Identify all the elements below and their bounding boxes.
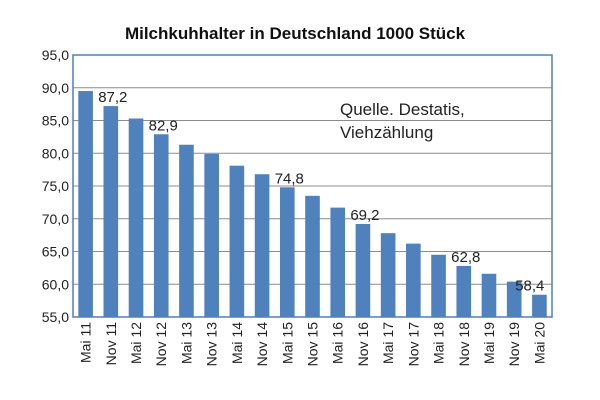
x-tick-label: Nov 15 bbox=[305, 322, 321, 367]
y-tick-label: 60,0 bbox=[42, 276, 69, 292]
x-tick-label: Mai 18 bbox=[431, 322, 447, 364]
y-axis-ticks: 55,0 60,0 65,0 70,0 75,0 80,0 85,0 90,0 95,0 bbox=[42, 47, 69, 325]
x-tick-label: Mai 16 bbox=[330, 322, 346, 364]
bar bbox=[78, 91, 93, 318]
y-tick-label: 90,0 bbox=[42, 80, 69, 96]
y-tick-label: 55,0 bbox=[42, 309, 69, 325]
data-label: 58,4 bbox=[515, 278, 544, 295]
x-tick-label: Nov 11 bbox=[103, 322, 119, 366]
bar bbox=[153, 134, 169, 317]
x-tick-label: Mai 15 bbox=[279, 322, 295, 364]
bar bbox=[103, 106, 119, 317]
x-tick-label: Nov 13 bbox=[204, 322, 220, 367]
data-label: 69,2 bbox=[350, 207, 379, 224]
y-tick-label: 85,0 bbox=[42, 113, 69, 129]
bar bbox=[254, 174, 270, 317]
x-tick-label: Nov 17 bbox=[405, 322, 421, 367]
x-tick-label: Mai 14 bbox=[229, 322, 245, 364]
x-tick-label: Nov 19 bbox=[506, 322, 522, 367]
bars bbox=[78, 91, 547, 318]
x-tick-label: Mai 11 bbox=[78, 322, 94, 363]
bar bbox=[305, 195, 320, 317]
bar bbox=[506, 281, 522, 317]
bar bbox=[204, 153, 219, 317]
x-tick-label: Mai 12 bbox=[128, 322, 144, 364]
data-label: 87,2 bbox=[98, 89, 127, 106]
bar bbox=[456, 265, 472, 317]
bar bbox=[532, 294, 547, 317]
x-tick-label: Mai 13 bbox=[178, 322, 194, 364]
data-label: 74,8 bbox=[275, 170, 304, 187]
data-label: 62,8 bbox=[451, 249, 480, 266]
bar bbox=[355, 223, 371, 317]
x-tick-label: Mai 17 bbox=[380, 322, 396, 364]
x-tick-label: Nov 16 bbox=[355, 322, 371, 367]
bar bbox=[279, 187, 295, 317]
bar bbox=[229, 165, 245, 317]
plot-frame bbox=[72, 54, 553, 318]
y-tick-label: 75,0 bbox=[42, 178, 69, 194]
bar bbox=[431, 254, 446, 317]
data-labels: 87,2 82,9 74,8 69,2 62,8 58,4 bbox=[98, 89, 544, 295]
bar bbox=[179, 144, 194, 317]
x-tick-label: Mai 20 bbox=[531, 322, 547, 364]
data-label: 82,9 bbox=[149, 117, 178, 134]
y-tick-label: 80,0 bbox=[42, 145, 69, 161]
x-tick-label: Nov 18 bbox=[456, 322, 472, 367]
y-tick-label: 70,0 bbox=[42, 211, 69, 227]
y-tick-label: 65,0 bbox=[42, 244, 69, 260]
bar bbox=[330, 207, 346, 317]
bar bbox=[380, 233, 396, 317]
bar bbox=[406, 243, 421, 317]
x-tick-label: Nov 14 bbox=[254, 322, 270, 367]
bar bbox=[481, 273, 497, 317]
x-tick-label: Nov 12 bbox=[153, 322, 169, 367]
annotation-source-line1: Quelle. Destatis, bbox=[340, 100, 465, 119]
y-tick-label: 95,0 bbox=[42, 47, 69, 63]
bar bbox=[128, 118, 144, 317]
annotation-source-line2: Viehzählung bbox=[340, 123, 433, 142]
x-tick-label: Mai 19 bbox=[481, 322, 497, 364]
x-axis-ticks: Mai 11 Nov 11 Mai 12 Nov 12 Mai 13 Nov 13 Mai … bbox=[78, 322, 548, 367]
chart-title: Milchkuhhalter in Deutschland 1000 Stück bbox=[125, 24, 466, 43]
